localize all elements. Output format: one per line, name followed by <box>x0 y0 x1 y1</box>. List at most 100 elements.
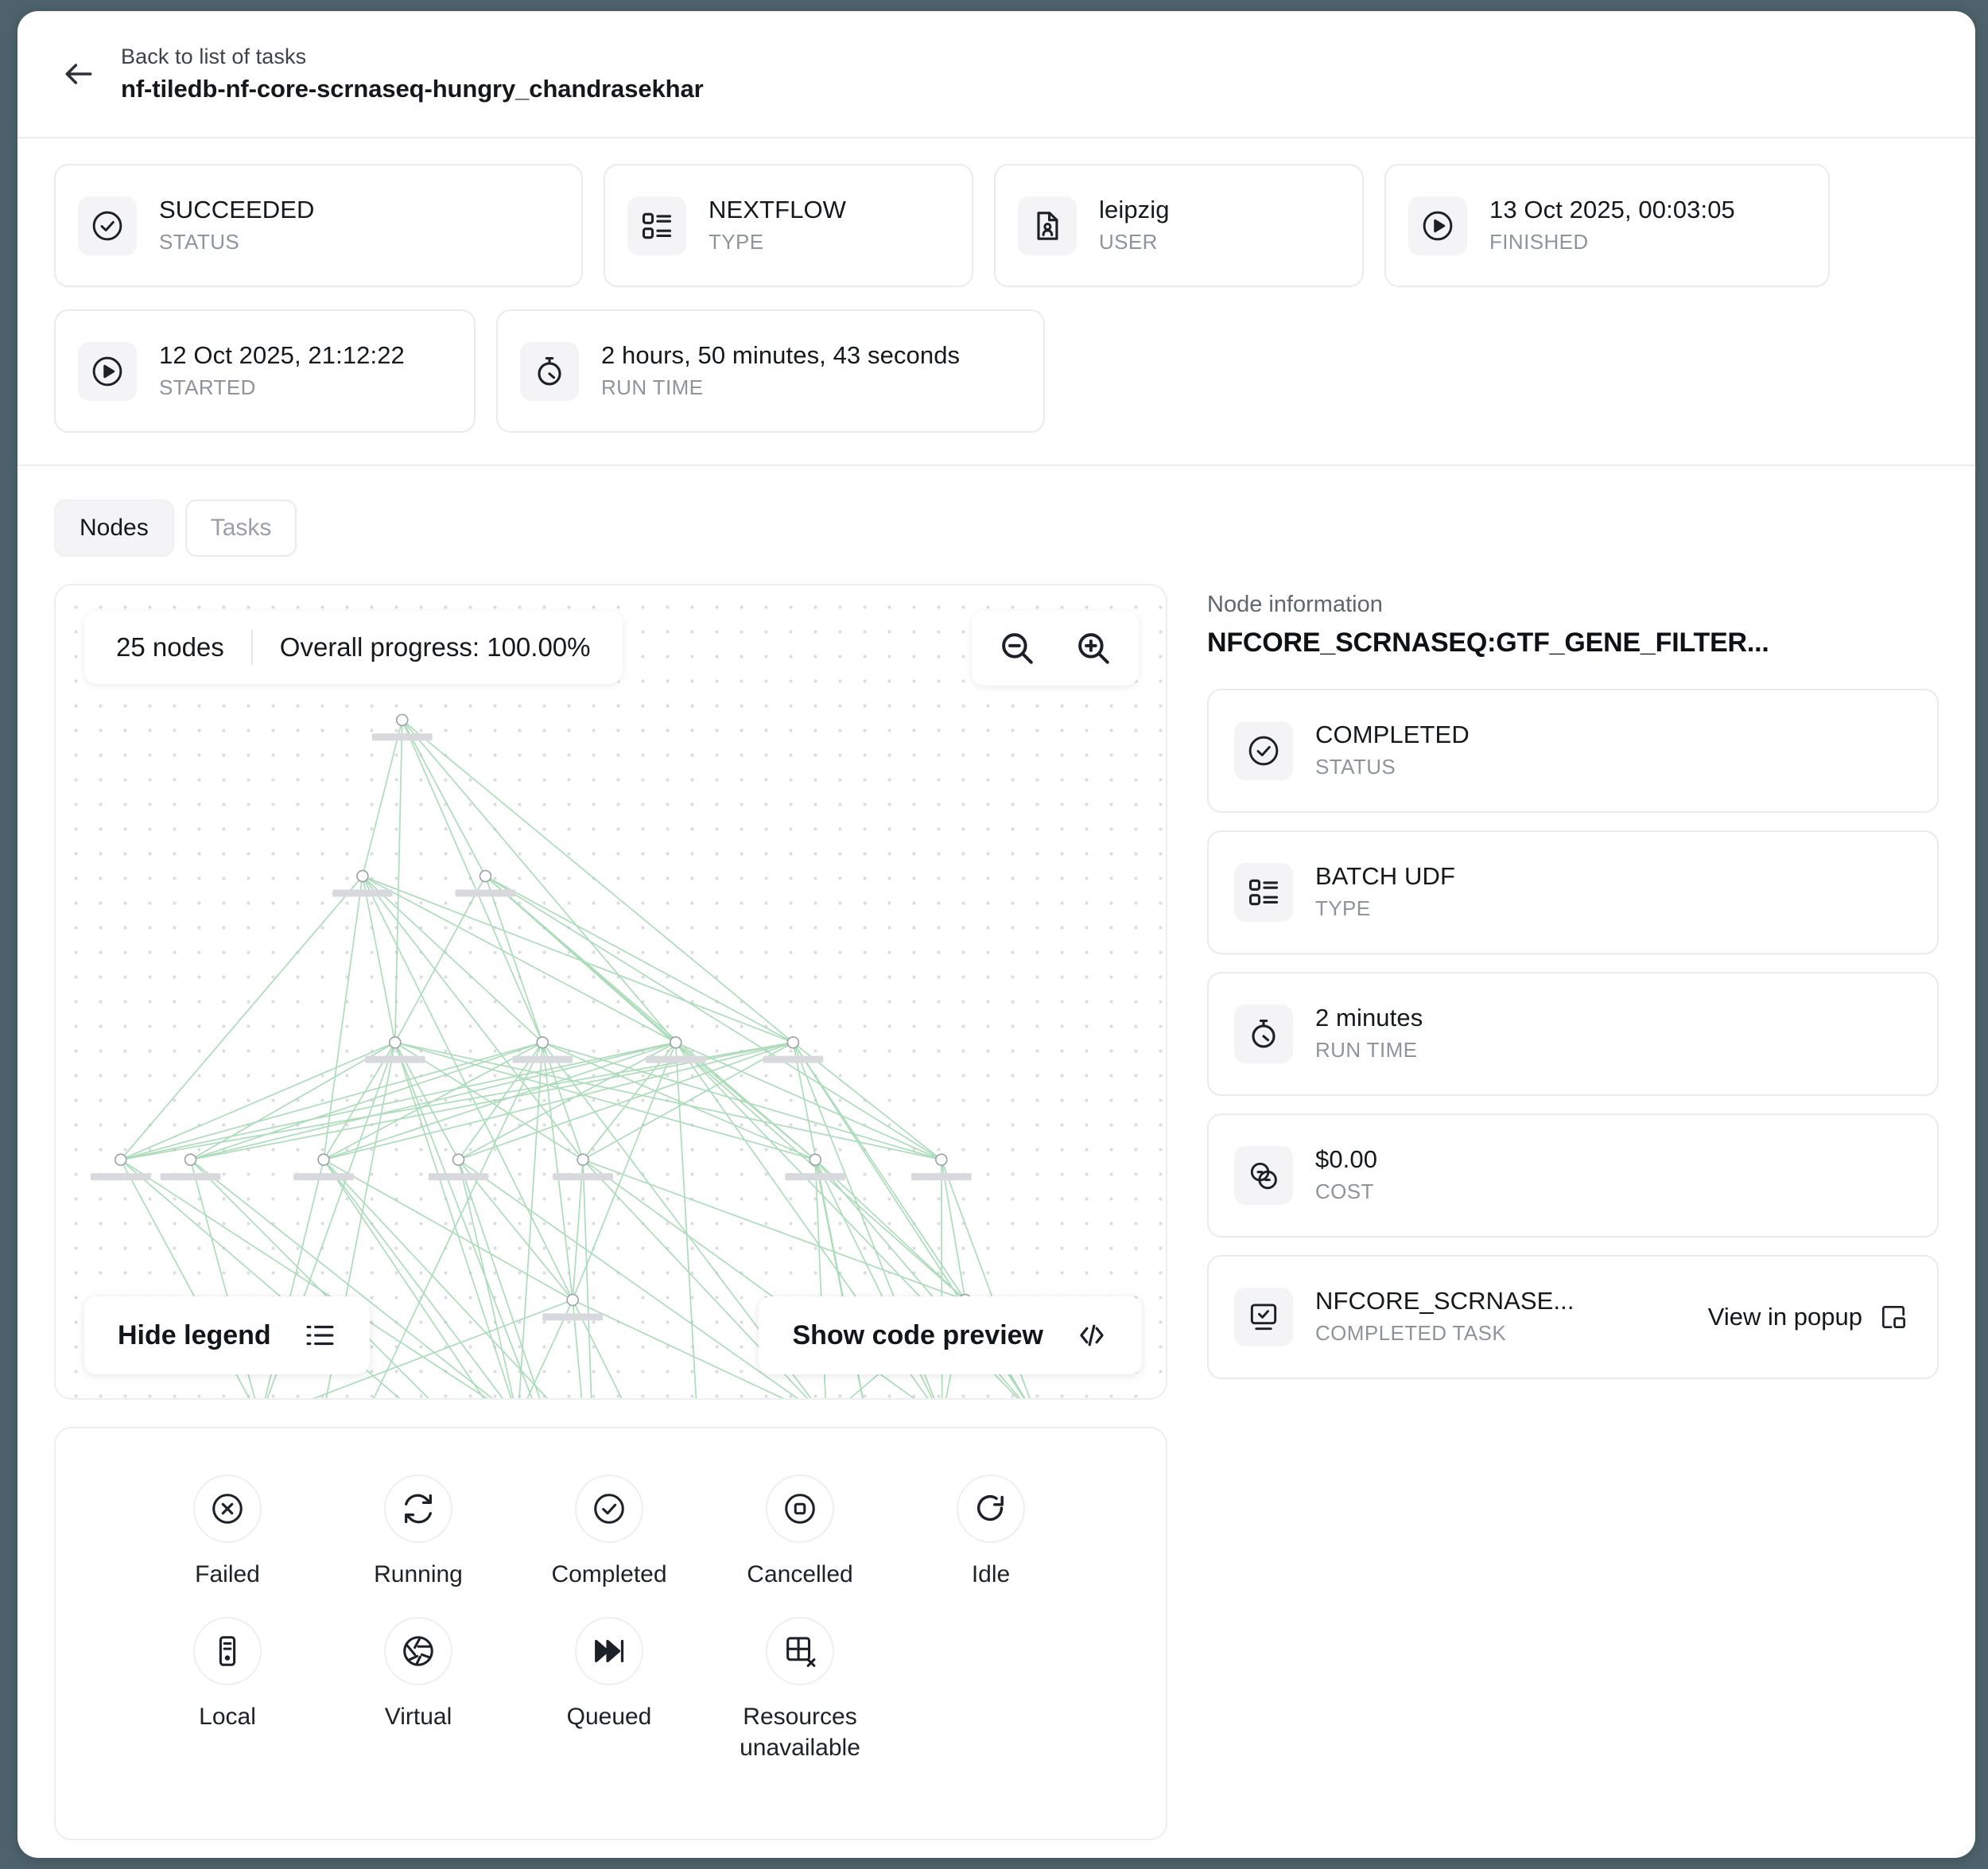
legend-label: Queued <box>566 1704 652 1730</box>
show-code-label: Show code preview <box>792 1319 1043 1350</box>
zoom-controls <box>972 611 1139 686</box>
stat-label: RUN TIME <box>601 375 704 399</box>
view-in-popup-button[interactable]: View in popup <box>1708 1302 1908 1332</box>
legend-label: Idle <box>971 1561 1011 1587</box>
stat-label: USER <box>1099 229 1158 254</box>
check-circle-icon <box>575 1475 643 1543</box>
view-in-popup-label: View in popup <box>1707 1303 1862 1331</box>
zoom-out-button[interactable] <box>996 627 1039 670</box>
legend-label: Running <box>374 1561 463 1587</box>
node-card-completed-task: NFCORE_SCRNASE... COMPLETED TASK View in… <box>1207 1255 1939 1380</box>
stat-value: 2 minutes <box>1315 1004 1423 1032</box>
legend-item-completed[interactable]: Completed <box>514 1475 705 1590</box>
grid-x-icon <box>766 1617 834 1685</box>
stat-label: TYPE <box>709 229 764 254</box>
node-graph-panel[interactable]: 25 nodes Overall progress: 100.00% <box>54 584 1167 1400</box>
tab-nodes[interactable]: Nodes <box>54 499 174 557</box>
stat-value: SUCCEEDED <box>159 195 315 223</box>
show-code-preview-button[interactable]: Show code preview <box>759 1296 1142 1374</box>
node-graph-canvas[interactable] <box>56 585 1166 1398</box>
list-blocks-icon <box>627 196 686 255</box>
zoom-in-button[interactable] <box>1072 627 1115 670</box>
legend-item-failed[interactable]: Failed <box>132 1475 323 1590</box>
fast-forward-icon <box>575 1617 643 1685</box>
stopwatch-icon <box>520 341 579 401</box>
left-column: 25 nodes Overall progress: 100.00% <box>54 584 1167 1840</box>
stat-card-started: 12 Oct 2025, 21:12:22 STARTED <box>54 309 476 433</box>
stat-value: NFCORE_SCRNASE... <box>1315 1287 1574 1315</box>
stat-label: STATUS <box>159 229 240 254</box>
legend-item-local[interactable]: Local <box>132 1617 323 1763</box>
stop-circle-icon <box>766 1475 834 1543</box>
summary-section: SUCCEEDED STATUS NEXTFLOW <box>17 138 1975 466</box>
legend-panel: Failed Running <box>54 1427 1167 1840</box>
stat-card-runtime: 2 hours, 50 minutes, 43 seconds RUN TIME <box>496 309 1045 433</box>
user-file-icon <box>1018 196 1077 255</box>
check-circle-icon <box>78 196 137 255</box>
legend-item-queued[interactable]: Queued <box>514 1617 705 1763</box>
header-text-block: Back to list of tasks nf-tiledb-nf-core-… <box>121 42 704 106</box>
stat-label: TYPE <box>1315 896 1371 921</box>
node-info-title: NFCORE_SCRNASEQ:GTF_GENE_FILTER... <box>1207 627 1769 658</box>
legend-item-cancelled[interactable]: Cancelled <box>705 1475 895 1590</box>
progress-label: Overall progress: 100.00% <box>279 632 591 662</box>
popup-window-icon <box>1881 1306 1905 1329</box>
server-icon <box>193 1617 262 1685</box>
stopwatch-icon <box>1234 1004 1293 1064</box>
node-card-runtime: 2 minutes RUN TIME <box>1207 972 1939 1097</box>
stat-value: $0.00 <box>1315 1145 1378 1174</box>
legend-grid: Failed Running <box>56 1475 1166 1763</box>
page-header: Back to list of tasks nf-tiledb-nf-core-… <box>17 11 1975 138</box>
stat-card-status: SUCCEEDED STATUS <box>54 164 583 287</box>
breadcrumb[interactable]: Back to list of tasks <box>121 45 307 69</box>
stat-card-finished: 13 Oct 2025, 00:03:05 FINISHED <box>1384 164 1830 287</box>
legend-label: Resources unavailable <box>740 1704 860 1761</box>
legend-item-idle[interactable]: Idle <box>895 1475 1086 1590</box>
summary-row-1: SUCCEEDED STATUS NEXTFLOW <box>54 164 1939 287</box>
refresh-icon <box>384 1475 452 1543</box>
legend-item-virtual[interactable]: Virtual <box>323 1617 514 1763</box>
tab-bar: Nodes Tasks <box>17 466 1975 557</box>
stat-value: leipzig <box>1099 195 1170 223</box>
node-count-label: 25 nodes <box>116 632 224 662</box>
stat-value: 12 Oct 2025, 21:12:22 <box>159 340 405 369</box>
node-card-cost: $0.00 COST <box>1207 1113 1939 1238</box>
legend-label: Cancelled <box>747 1561 853 1587</box>
legend-item-running[interactable]: Running <box>323 1475 514 1590</box>
check-circle-icon <box>1234 721 1293 781</box>
stat-label: FINISHED <box>1489 229 1589 254</box>
zoom-out-icon <box>1002 633 1033 664</box>
hide-legend-button[interactable]: Hide legend <box>84 1296 370 1374</box>
node-card-type: BATCH UDF TYPE <box>1207 830 1939 955</box>
back-button[interactable] <box>54 49 103 99</box>
divider <box>250 630 253 665</box>
legend-label: Local <box>199 1704 256 1730</box>
monitor-check-icon <box>1234 1288 1293 1347</box>
summary-row-2: 12 Oct 2025, 21:12:22 STARTED 2 hours, 5… <box>54 309 1939 433</box>
aperture-icon <box>384 1617 452 1685</box>
code-icon <box>1080 1324 1104 1346</box>
play-circle-icon <box>1408 196 1467 255</box>
legend-label: Virtual <box>384 1704 452 1730</box>
app-window: Back to list of tasks nf-tiledb-nf-core-… <box>17 11 1975 1858</box>
main-content: 25 nodes Overall progress: 100.00% <box>17 557 1975 1840</box>
node-info-cards: COMPLETED STATUS BATCH UDF T <box>1207 689 1939 1380</box>
stat-label: STATUS <box>1315 755 1396 779</box>
graph-stats-badge: 25 nodes Overall progress: 100.00% <box>84 611 623 684</box>
loader-circle-icon <box>957 1475 1025 1543</box>
stat-value: 13 Oct 2025, 00:03:05 <box>1489 195 1735 223</box>
list-blocks-icon <box>1234 863 1293 923</box>
page-title: nf-tiledb-nf-core-scrnaseq-hungry_chandr… <box>121 74 704 103</box>
stat-label: COMPLETED TASK <box>1315 1321 1507 1346</box>
hide-legend-label: Hide legend <box>118 1319 271 1350</box>
stat-value: NEXTFLOW <box>709 195 847 223</box>
node-information-panel: Node information NFCORE_SCRNASEQ:GTF_GEN… <box>1207 584 1939 1840</box>
stat-value: COMPLETED <box>1315 721 1470 749</box>
node-info-caption: Node information <box>1207 592 1383 617</box>
arrow-left-icon <box>65 64 92 84</box>
x-circle-icon <box>193 1475 262 1543</box>
stat-label: STARTED <box>159 375 256 399</box>
stat-card-user: leipzig USER <box>994 164 1364 287</box>
legend-item-resources-unavailable[interactable]: Resources unavailable <box>705 1617 895 1763</box>
tab-tasks[interactable]: Tasks <box>184 499 297 557</box>
